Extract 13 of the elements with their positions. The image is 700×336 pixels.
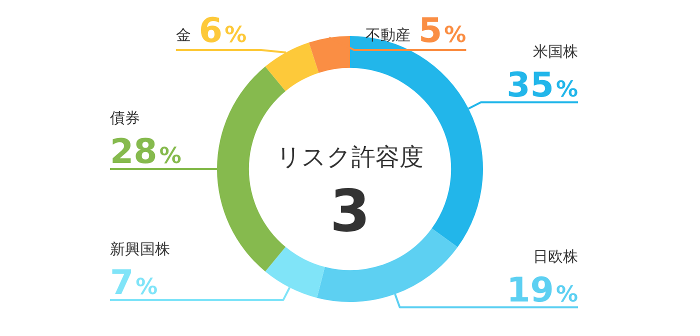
- data-label: 6%: [198, 11, 247, 51]
- text: リスク許容度: [276, 143, 424, 171]
- data-label: 19%: [506, 270, 578, 310]
- text: 3: [330, 177, 370, 245]
- slice-label: 金: [176, 26, 191, 44]
- slice-label: 新興国株: [110, 240, 170, 258]
- slice-label: 日欧株: [533, 247, 578, 266]
- data-label: 5%: [418, 11, 466, 51]
- data-label: 28%: [110, 132, 182, 172]
- data-label: 7%: [110, 262, 158, 303]
- slice-label: 債券: [110, 109, 140, 127]
- slice-label: 米国株: [533, 42, 578, 60]
- data-label: 35%: [506, 65, 578, 106]
